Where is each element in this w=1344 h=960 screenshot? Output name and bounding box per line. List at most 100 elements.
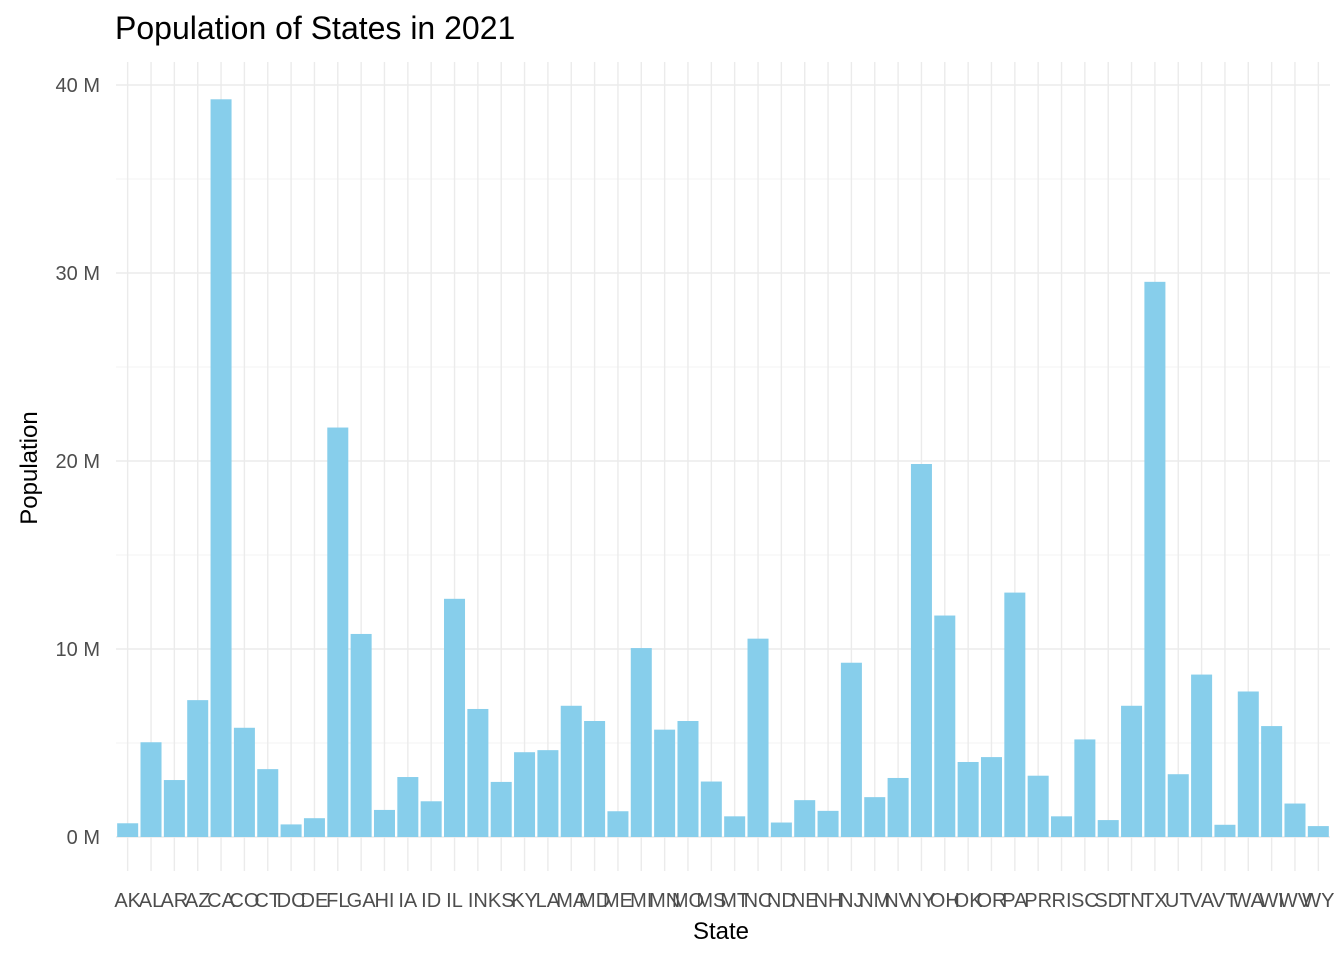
- bar-hi: [373, 809, 395, 837]
- bar-ms: [700, 781, 722, 837]
- bar-pa: [1004, 592, 1026, 837]
- x-tick-label: MT: [720, 890, 749, 912]
- x-tick-label: NJ: [839, 890, 863, 912]
- x-tick-label: VA: [1189, 890, 1215, 912]
- y-tick-label: 40 M: [56, 75, 100, 97]
- x-tick-label: ND: [767, 890, 796, 912]
- bar-la: [537, 750, 559, 837]
- chart-title: Population of States in 2021: [115, 10, 516, 46]
- x-tick-label: VT: [1212, 890, 1238, 912]
- bar-nh: [817, 810, 839, 837]
- x-tick-label: DE: [301, 890, 329, 912]
- x-tick-label: NY: [908, 890, 936, 912]
- y-axis-ticks: 0 M 10 M 20 M 30 M 40 M: [56, 75, 100, 849]
- x-tick-label: AL: [139, 890, 163, 912]
- x-tick-label: WI: [1259, 890, 1283, 912]
- bar-mn: [654, 729, 676, 837]
- bar-ct: [257, 769, 279, 837]
- bar-or: [980, 757, 1002, 837]
- x-tick-label: MS: [696, 890, 726, 912]
- x-tick-label: TX: [1142, 890, 1168, 912]
- x-tick-label: OH: [930, 890, 960, 912]
- x-tick-label: WV: [1279, 890, 1312, 912]
- x-tick-label: NC: [744, 890, 773, 912]
- x-tick-label: WY: [1302, 890, 1334, 912]
- y-tick-label: 10 M: [56, 639, 100, 661]
- bars: [117, 99, 1329, 837]
- bar-ga: [350, 633, 372, 837]
- x-tick-label: NE: [791, 890, 819, 912]
- bar-ma: [560, 705, 582, 837]
- x-tick-label: TN: [1118, 890, 1145, 912]
- x-tick-label: AK: [114, 890, 141, 912]
- bar-ak: [117, 823, 139, 837]
- bar-mt: [724, 816, 746, 837]
- x-tick-label: PR: [1024, 890, 1052, 912]
- x-tick-label: CA: [207, 890, 235, 912]
- x-tick-label: MD: [579, 890, 610, 912]
- bar-va: [1191, 674, 1213, 837]
- bar-il: [444, 598, 466, 837]
- bar-tx: [1144, 281, 1166, 837]
- bar-pr: [1027, 775, 1049, 837]
- x-tick-label: NM: [859, 890, 890, 912]
- bar-sd: [1097, 820, 1119, 837]
- bar-fl: [327, 427, 349, 837]
- bar-ca: [210, 99, 232, 837]
- x-tick-label: ID: [421, 890, 441, 912]
- bar-ia: [397, 777, 419, 837]
- bar-wv: [1284, 803, 1306, 837]
- bar-nm: [864, 797, 886, 837]
- bar-ny: [910, 464, 932, 837]
- x-tick-label: KS: [488, 890, 515, 912]
- bar-wy: [1307, 826, 1329, 837]
- bar-wi: [1261, 726, 1283, 837]
- x-tick-label: RI: [1052, 890, 1072, 912]
- bar-ar: [163, 780, 185, 837]
- x-tick-label: UT: [1165, 890, 1192, 912]
- x-tick-label: CT: [254, 890, 281, 912]
- bar-ok: [957, 761, 979, 837]
- bar-ks: [490, 781, 512, 837]
- x-tick-label: WA: [1233, 890, 1265, 912]
- x-tick-label: PA: [1002, 890, 1028, 912]
- bar-wa: [1237, 691, 1259, 837]
- x-tick-label: MO: [672, 890, 704, 912]
- bar-md: [584, 721, 606, 837]
- x-tick-label: ME: [603, 890, 633, 912]
- bar-tn: [1121, 705, 1143, 837]
- bar-oh: [934, 615, 956, 837]
- bar-mi: [630, 648, 652, 837]
- x-tick-label: MN: [649, 890, 680, 912]
- x-tick-label: FL: [326, 890, 349, 912]
- x-tick-label: OK: [954, 890, 984, 912]
- x-tick-label: IL: [446, 890, 463, 912]
- bar-me: [607, 811, 629, 837]
- bar-in: [467, 708, 489, 837]
- bar-ky: [514, 752, 536, 837]
- x-tick-label: KY: [511, 890, 538, 912]
- bar-al: [140, 742, 162, 837]
- x-tick-label: OR: [976, 890, 1006, 912]
- y-tick-label: 0 M: [67, 827, 100, 849]
- x-tick-label: AR: [160, 890, 188, 912]
- bar-mo: [677, 721, 699, 837]
- bar-az: [187, 700, 209, 837]
- x-tick-label: AZ: [185, 890, 211, 912]
- bar-co: [233, 727, 255, 837]
- bar-nc: [747, 638, 769, 837]
- bar-nv: [887, 777, 909, 837]
- x-axis-title: State: [693, 918, 749, 945]
- x-tick-label: MA: [556, 890, 587, 912]
- bar-de: [303, 818, 325, 837]
- bar-id: [420, 801, 442, 837]
- y-tick-label: 30 M: [56, 263, 100, 285]
- x-tick-label: MI: [630, 890, 652, 912]
- x-tick-label: SD: [1094, 890, 1122, 912]
- x-tick-label: LA: [536, 890, 561, 912]
- y-tick-label: 20 M: [56, 451, 100, 473]
- bar-nd: [770, 822, 792, 837]
- x-tick-label: NH: [814, 890, 843, 912]
